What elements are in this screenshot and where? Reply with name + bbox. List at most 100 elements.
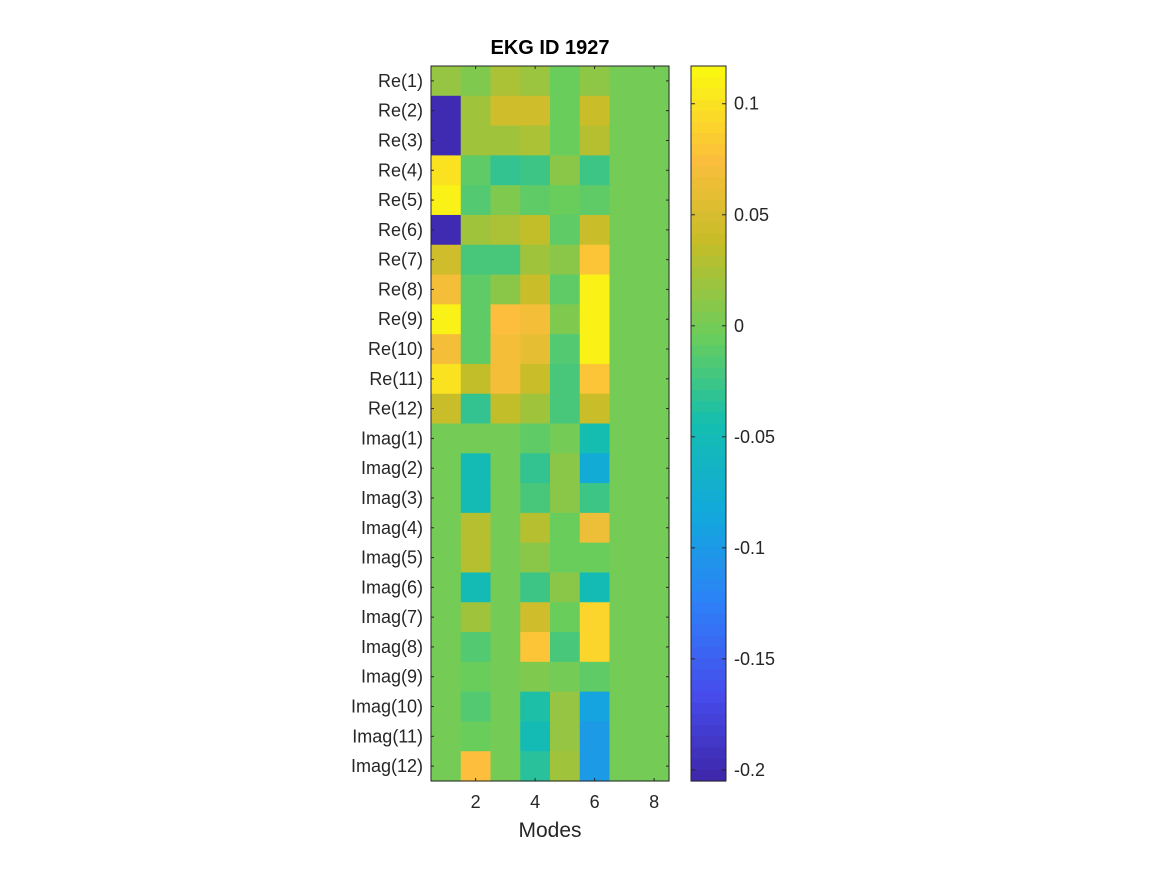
y-tick-label: Re(8) — [378, 279, 423, 299]
heatmap-cell — [520, 483, 551, 514]
colorbar-segment — [691, 725, 726, 737]
colorbar-segment — [691, 144, 726, 156]
heatmap-cell — [639, 334, 670, 365]
colorbar-segment — [691, 188, 726, 201]
colorbar-segment — [691, 389, 726, 402]
y-tick-label: Imag(8) — [361, 637, 423, 657]
y-tick-label: Imag(6) — [361, 577, 423, 597]
y-tick-label: Imag(9) — [361, 667, 423, 687]
heatmap-cell — [550, 155, 581, 186]
colorbar-segment — [691, 624, 726, 637]
heatmap-cell — [490, 393, 521, 425]
x-axis-label: Modes — [518, 819, 581, 842]
heatmap-cell — [490, 721, 521, 752]
heatmap-cell — [431, 542, 462, 574]
heatmap-cell — [460, 334, 492, 365]
heatmap-cell — [520, 632, 551, 663]
colorbar-frame — [690, 65, 727, 782]
heatmap-cell — [579, 185, 611, 216]
heatmap-cell — [520, 304, 551, 335]
heatmap-cell — [460, 393, 492, 425]
heatmap-cell — [609, 512, 640, 544]
colorbar-segment — [691, 367, 726, 380]
heatmap-cell — [460, 125, 492, 156]
heatmap-cell — [520, 244, 551, 276]
heatmap-cell — [490, 185, 521, 216]
heatmap-cell — [639, 185, 670, 216]
heatmap-cell — [639, 274, 670, 305]
colorbar-segment — [691, 121, 726, 134]
y-tick-label: Imag(7) — [361, 607, 423, 627]
colorbar-segment — [691, 278, 726, 291]
heatmap-cell — [490, 363, 521, 395]
heatmap-cell — [550, 66, 581, 97]
heatmap-cell — [579, 691, 611, 723]
colorbar-tick-label: -0.1 — [734, 538, 765, 558]
heatmap-cell — [520, 512, 551, 544]
colorbar-tick-label: 0.05 — [734, 205, 769, 225]
heatmap-cell — [520, 185, 551, 216]
heatmap-cell — [431, 483, 462, 514]
heatmap-cell — [609, 304, 640, 335]
heatmap-cell — [579, 155, 611, 186]
heatmap-cell — [431, 661, 462, 693]
colorbar-segment — [691, 378, 726, 391]
heatmap-cell — [639, 66, 670, 97]
x-tick-label: 6 — [590, 792, 600, 812]
heatmap-cell — [460, 423, 492, 454]
heatmap-cell — [460, 66, 492, 97]
heatmap-cell — [609, 155, 640, 186]
heatmap-cell — [639, 512, 670, 544]
colorbar-segment — [691, 524, 726, 536]
heatmap-cell — [609, 483, 640, 514]
heatmap-cell — [550, 214, 581, 246]
heatmap-cell — [431, 304, 462, 335]
colorbar-segment — [691, 758, 726, 771]
heatmap-cell — [490, 632, 521, 663]
y-tick-label: Re(9) — [378, 309, 423, 329]
heatmap-cell — [460, 721, 492, 752]
heatmap-cell — [490, 661, 521, 693]
heatmap-cell — [431, 423, 462, 454]
heatmap-cell — [639, 721, 670, 752]
heatmap-cell — [431, 632, 462, 663]
heatmap-cell — [609, 602, 640, 633]
heatmap-cell — [490, 244, 521, 276]
heatmap-cell — [639, 661, 670, 693]
heatmap-cell — [490, 66, 521, 97]
colorbar-segment — [691, 591, 726, 603]
heatmap-cell — [490, 155, 521, 186]
colorbar-segment — [691, 490, 726, 503]
colorbar-segment — [691, 691, 726, 704]
heatmap-cell — [550, 721, 581, 752]
heatmap-cell — [579, 423, 611, 454]
heatmap-cell — [490, 95, 521, 127]
heatmap-cell — [520, 751, 551, 782]
heatmap-cell — [460, 363, 492, 395]
colorbar-segment — [691, 356, 726, 369]
colorbar-segment — [691, 579, 726, 592]
colorbar-segment — [691, 88, 726, 101]
heatmap-cell — [460, 274, 492, 305]
heatmap-cell — [579, 274, 611, 305]
y-tick-label: Imag(5) — [361, 548, 423, 568]
colorbar-segment — [691, 334, 726, 346]
heatmap-cell — [550, 423, 581, 454]
heatmap-cell — [460, 691, 492, 723]
heatmap-cell — [520, 423, 551, 454]
heatmap-cell — [550, 95, 581, 127]
heatmap-cell — [550, 334, 581, 365]
heatmap-cell — [550, 483, 581, 514]
colorbar-segment — [691, 568, 726, 581]
y-tick-label: Imag(10) — [351, 697, 423, 717]
colorbar-segment — [691, 233, 726, 246]
colorbar-segment — [691, 434, 726, 447]
heatmap-cell — [609, 334, 640, 365]
colorbar-tick-label: -0.2 — [734, 760, 765, 780]
heatmap-cell — [609, 453, 640, 484]
y-tick-labels: Re(1) Re(2) Re(3) Re(4) Re(5) Re(6) Re(7) Re(8)… — [351, 71, 669, 776]
heatmap-cell — [609, 185, 640, 216]
heatmap-cell — [550, 512, 581, 544]
y-tick-label: Imag(3) — [361, 488, 423, 508]
heatmap-cell — [520, 274, 551, 305]
